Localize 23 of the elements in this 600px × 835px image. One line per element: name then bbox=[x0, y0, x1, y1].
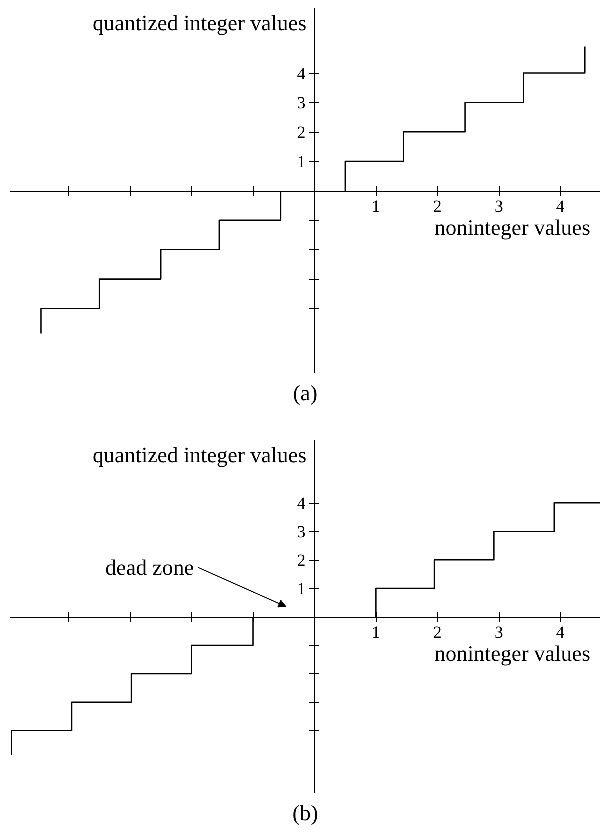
y-axis-title: quantized integer values bbox=[92, 442, 307, 468]
x-tick-label: 2 bbox=[433, 197, 442, 216]
y-tick-label: 2 bbox=[297, 551, 306, 570]
x-tick-label: 4 bbox=[556, 197, 566, 216]
x-tick-label: 3 bbox=[494, 197, 504, 216]
x-tick-label: 3 bbox=[494, 623, 504, 642]
x-tick-label: 1 bbox=[372, 623, 380, 642]
y-tick-label: 1 bbox=[297, 580, 306, 599]
y-tick-label: 3 bbox=[297, 522, 306, 542]
y-tick-label: 4 bbox=[297, 64, 306, 84]
y-axis-title: quantized integer values bbox=[92, 10, 307, 36]
y-tick-label: 1 bbox=[297, 152, 306, 172]
x-tick-label: 2 bbox=[433, 623, 442, 642]
x-axis-title: noninteger values bbox=[434, 641, 591, 666]
y-tick-label: 3 bbox=[297, 94, 306, 113]
text: (b) bbox=[292, 800, 318, 826]
annotation: dead zone bbox=[106, 555, 194, 580]
x-tick-label: 1 bbox=[372, 197, 380, 216]
text: (a) bbox=[293, 380, 318, 406]
x-tick-label: 4 bbox=[556, 623, 566, 642]
y-tick-label: 4 bbox=[297, 494, 306, 514]
x-axis-title: noninteger values bbox=[434, 215, 591, 240]
y-tick-label: 2 bbox=[297, 123, 306, 142]
